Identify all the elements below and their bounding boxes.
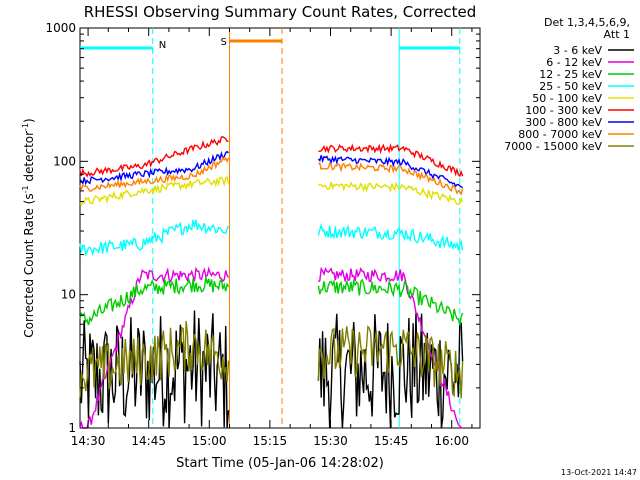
legend-entry-label: 12 - 25 keV [539,68,602,81]
plot-frame [79,27,481,429]
x-tick-label: 15:00 [192,434,227,448]
saa-label: S [220,37,226,48]
series-line [79,175,464,207]
legend-entry-label: 300 - 800 keV [525,116,602,129]
legend-entry-label: 7000 - 15000 keV [504,140,602,153]
legend-header-line-2: Att 1 [604,28,630,41]
footer-date: 13-Oct-2021 14:47 [561,468,637,477]
x-tick-label: 14:45 [131,434,166,448]
x-tick-label: 16:00 [434,434,469,448]
series-line [79,150,463,189]
x-tick-label: 15:45 [374,434,409,448]
series-line [79,156,464,196]
legend-entry-label: 50 - 100 keV [532,92,602,105]
chart-title: RHESSI Observing Summary Count Rates, Co… [84,3,477,21]
night-label: N [159,40,166,51]
x-axis-label: Start Time (05-Jan-06 14:28:02) [176,456,384,471]
y-axis-label: Corrected Count Rate (s-1 detector-1) [21,118,36,337]
x-tick-label: 15:15 [253,434,288,448]
legend-header-line-1: Det 1,3,4,5,6,9, [544,16,630,29]
y-tick-label: 1 [68,421,76,435]
legend-entry-label: 6 - 12 keV [546,56,602,69]
series-line [79,136,464,178]
y-tick-label: 10 [61,288,76,302]
plot-area [79,27,481,429]
series-line [79,321,464,399]
x-tick-label: 14:30 [71,434,106,448]
legend-entry-label: 100 - 300 keV [525,104,602,117]
legend-entry-label: 3 - 6 keV [553,44,602,57]
y-tick-label: 100 [53,154,76,168]
axis-ticks: 1 10 100 1000 14:30 14:45 15:00 15:15 15:30 15:45… [45,21,480,448]
legend-entry-label: 800 - 7000 keV [518,128,602,141]
x-tick-label: 15:30 [313,434,348,448]
legend-entry-label: 25 - 50 keV [539,80,602,93]
series-line [79,277,464,326]
series-line [79,219,464,258]
y-tick-label: 1000 [45,21,76,35]
